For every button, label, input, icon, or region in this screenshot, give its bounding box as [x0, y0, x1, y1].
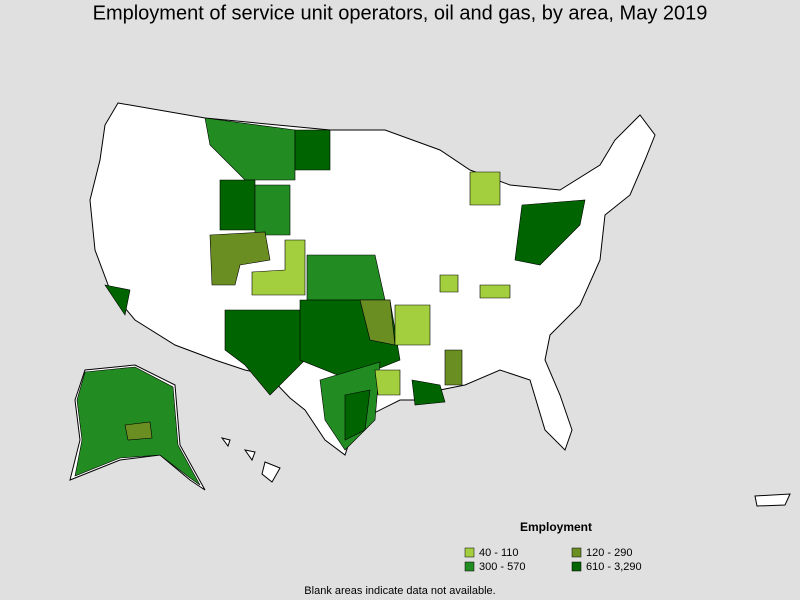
legend: Employment 40 - 110 120 - 290 300 - 570 610…	[464, 520, 642, 573]
area	[294, 129, 331, 171]
area	[394, 304, 431, 346]
legend-label: 40 - 110	[479, 547, 519, 559]
area	[479, 284, 511, 299]
legend-swatch	[464, 561, 475, 572]
area	[411, 379, 446, 406]
area	[514, 199, 586, 266]
legend-label: 610 - 3,290	[586, 561, 642, 573]
area	[254, 184, 291, 236]
hawaii	[243, 449, 256, 462]
legend-swatch	[571, 547, 582, 558]
map-title: Employment of service unit operators, oi…	[93, 2, 708, 24]
area	[374, 369, 401, 396]
area	[344, 389, 371, 441]
hawaii	[220, 437, 231, 448]
area	[469, 171, 501, 206]
legend-swatch	[571, 561, 582, 572]
legend-swatch	[464, 547, 475, 558]
legend-title: Employment	[520, 520, 592, 534]
area	[124, 421, 153, 441]
area	[251, 239, 306, 296]
legend-label: 120 - 290	[586, 547, 632, 559]
puerto-rico	[754, 493, 791, 507]
footnote: Blank areas indicate data not available.	[304, 585, 495, 597]
area	[204, 117, 296, 181]
hawaii	[261, 461, 281, 483]
area	[444, 349, 463, 386]
area	[306, 254, 386, 301]
area	[439, 274, 459, 293]
legend-label: 300 - 570	[479, 561, 525, 573]
area	[219, 179, 256, 231]
map	[69, 102, 791, 507]
area	[209, 231, 271, 286]
area	[104, 284, 131, 316]
